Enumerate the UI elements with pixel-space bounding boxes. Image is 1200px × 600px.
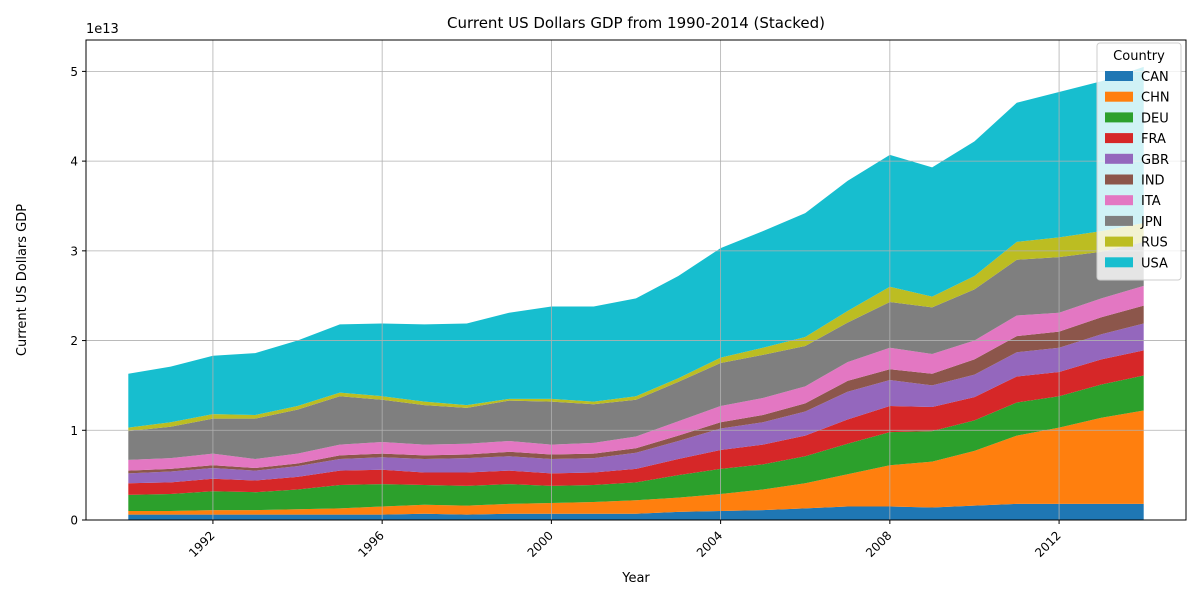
plot-frame xyxy=(85,39,1187,521)
legend-label-ita: ITA xyxy=(1141,194,1161,209)
y-axis-label: Current US Dollars GDP xyxy=(15,204,30,356)
legend-swatch-ita xyxy=(1105,195,1133,206)
area-gbr xyxy=(128,323,1144,484)
legend-swatch-chn xyxy=(1105,91,1133,102)
legend-label-usa: USA xyxy=(1141,256,1168,271)
legend-label-gbr: GBR xyxy=(1141,153,1169,168)
legend: Country CAN CHN DEU FRA GBR IND ITA JPN RUS USA xyxy=(1096,42,1182,281)
y-tick-label: 2 xyxy=(70,334,78,348)
legend-swatch-gbr xyxy=(1105,153,1133,164)
x-axis-label: Year xyxy=(621,571,650,586)
y-tick-label: 1 xyxy=(70,424,78,438)
legend-swatch-rus xyxy=(1105,236,1133,247)
y-axis-ticks: 0 1 2 3 4 5 xyxy=(70,65,86,528)
legend-title: Country xyxy=(1113,49,1165,64)
legend-label-chn: CHN xyxy=(1141,91,1170,106)
y-tick-label: 0 xyxy=(70,514,78,528)
y-tick-label: 4 xyxy=(70,155,78,169)
legend-swatch-can xyxy=(1105,71,1133,81)
legend-swatch-jpn xyxy=(1105,215,1133,226)
area-fra xyxy=(128,350,1144,495)
legend-label-rus: RUS xyxy=(1141,236,1168,251)
area-deu xyxy=(128,375,1144,512)
legend-swatch-usa xyxy=(1105,257,1133,268)
y-tick-label: 5 xyxy=(70,65,78,79)
legend-swatch-deu xyxy=(1105,112,1133,123)
y-tick-label: 3 xyxy=(70,244,78,258)
legend-label-deu: DEU xyxy=(1141,111,1169,126)
legend-label-can: CAN xyxy=(1141,70,1169,85)
legend-label-fra: FRA xyxy=(1141,132,1166,147)
area-rus xyxy=(128,223,1144,432)
legend-swatch-fra xyxy=(1105,133,1133,144)
legend-swatch-ind xyxy=(1105,174,1133,185)
legend-label-ind: IND xyxy=(1141,174,1165,189)
y-axis-multiplier: 1e13 xyxy=(86,22,119,37)
legend-label-jpn: JPN xyxy=(1140,215,1162,230)
chart-title: Current US Dollars GDP from 1990-2014 (S… xyxy=(447,14,825,32)
